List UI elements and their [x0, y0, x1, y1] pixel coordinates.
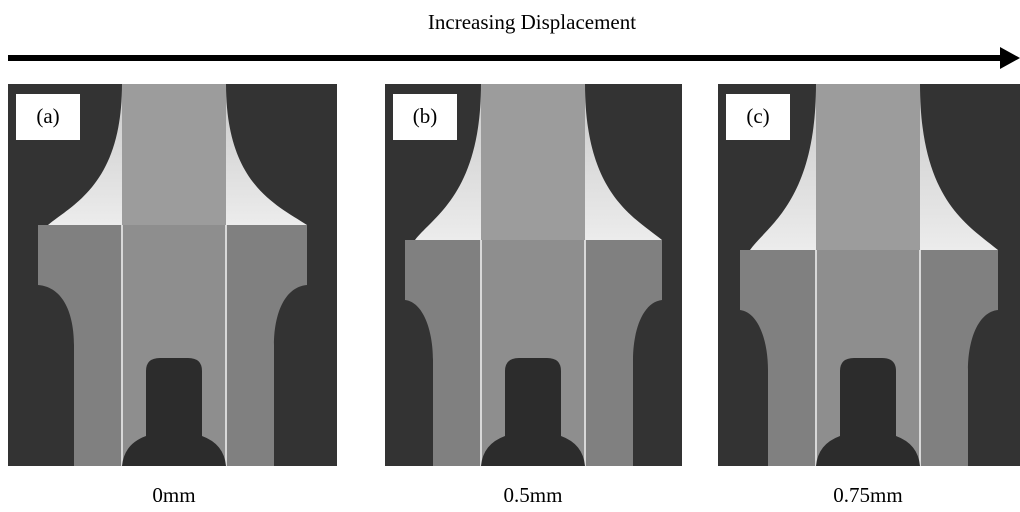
panel-label: (b) [413, 104, 438, 128]
panel-image: (c) [718, 84, 1020, 466]
panel-label: (c) [746, 104, 769, 128]
column-top [122, 84, 226, 225]
column-top [816, 84, 920, 250]
panel-image: (a) [8, 84, 337, 466]
arrow-head [1000, 47, 1020, 69]
panel-label: (a) [36, 104, 59, 128]
panel-caption: 0.75mm [833, 483, 902, 507]
panel-caption: 0mm [152, 483, 195, 507]
panel-image: (b) [385, 84, 682, 466]
page: Increasing Displacement (a) 0mm (b) 0.5mm (c… [0, 0, 1020, 512]
figure: Increasing Displacement (a) 0mm (b) 0.5mm (c… [0, 0, 1020, 512]
column-top [481, 84, 585, 240]
figure-title: Increasing Displacement [428, 10, 636, 34]
panel-caption: 0.5mm [504, 483, 563, 507]
